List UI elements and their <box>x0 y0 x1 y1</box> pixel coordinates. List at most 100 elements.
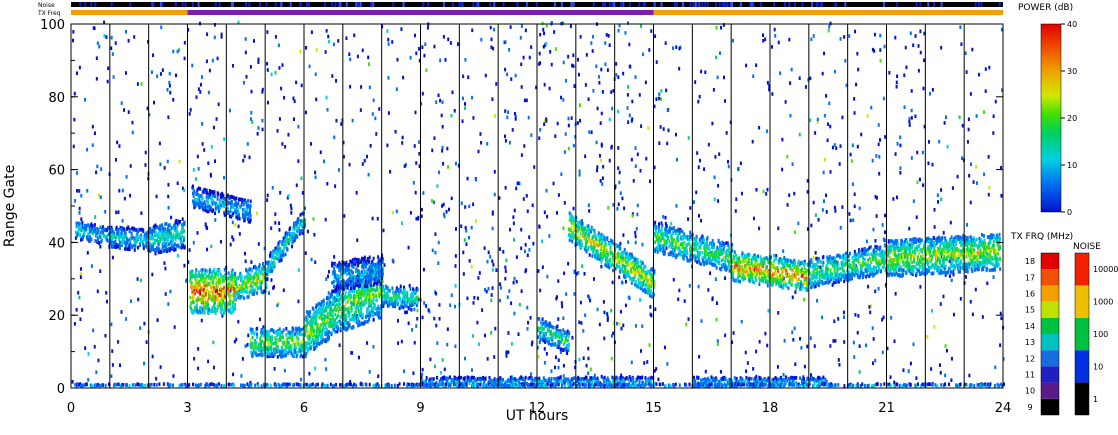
echo-cell <box>222 275 225 279</box>
echo-cell <box>916 180 919 185</box>
echo-cell <box>450 196 453 201</box>
echo-cell <box>301 211 304 216</box>
echo-cell <box>395 209 398 214</box>
echo-cell <box>205 195 208 199</box>
echo-cell <box>398 306 401 311</box>
echo-cell <box>309 322 312 327</box>
echo-cell <box>112 75 115 79</box>
echo-cell <box>922 183 925 187</box>
echo-cell <box>455 227 458 231</box>
echo-cell <box>175 232 178 236</box>
echo-cell <box>612 321 615 326</box>
echo-cell <box>76 233 79 238</box>
echo-cell <box>349 57 352 62</box>
echo-cell <box>243 154 246 159</box>
echo-cell <box>283 235 286 240</box>
echo-cell <box>538 340 541 345</box>
echo-cell <box>194 197 197 202</box>
echo-cell <box>166 238 169 242</box>
noise-speckle-cell <box>280 2 283 7</box>
echo-cell <box>296 350 299 355</box>
echo-cell <box>148 241 151 245</box>
echo-cell <box>414 291 417 295</box>
echo-cell <box>232 305 235 310</box>
echo-cell <box>260 349 263 353</box>
echo-cell <box>347 308 350 313</box>
echo-cell <box>312 320 315 324</box>
echo-cell <box>149 248 152 252</box>
echo-cell <box>182 235 185 240</box>
echo-cell <box>376 265 379 270</box>
echo-cell <box>164 245 167 250</box>
echo-cell <box>211 306 214 310</box>
echo-cell <box>839 37 842 41</box>
echo-cell <box>196 231 199 235</box>
echo-cell <box>949 220 952 225</box>
echo-cell <box>871 326 874 330</box>
echo-cell <box>421 372 424 377</box>
echo-cell <box>610 308 613 313</box>
echo-cell <box>218 270 221 274</box>
echo-cell <box>700 319 703 323</box>
echo-cell <box>622 323 625 328</box>
echo-cell <box>347 265 350 270</box>
echo-cell <box>604 41 607 45</box>
echo-cell <box>76 221 79 226</box>
echo-cell <box>257 57 260 62</box>
noise-speckle-cell <box>307 2 310 7</box>
echo-cell <box>258 347 261 352</box>
echo-cell <box>202 201 205 205</box>
echo-cell <box>967 127 970 132</box>
echo-cell <box>231 268 234 273</box>
echo-cell <box>84 346 87 350</box>
echo-cell <box>374 280 377 285</box>
echo-cell <box>914 34 917 38</box>
echo-cell <box>326 181 329 186</box>
echo-cell <box>462 250 465 255</box>
echo-cell <box>879 48 882 52</box>
echo-cell <box>587 346 590 351</box>
echo-cell <box>357 258 360 262</box>
echo-cell <box>290 206 293 211</box>
echo-cell <box>531 203 534 208</box>
echo-cell <box>311 327 314 331</box>
echo-cell <box>227 271 230 276</box>
echo-cell <box>572 232 575 237</box>
echo-cell <box>321 308 324 312</box>
echo-cell <box>243 251 246 256</box>
echo-cell <box>235 282 238 287</box>
echo-cell <box>562 374 565 378</box>
echo-cell <box>286 232 289 236</box>
echo-cell <box>371 276 374 280</box>
echo-cell <box>333 284 336 289</box>
echo-cell <box>146 240 149 245</box>
echo-cell <box>190 281 193 285</box>
echo-cell <box>342 261 345 265</box>
echo-cell <box>873 49 876 53</box>
echo-cell <box>504 269 507 273</box>
echo-cell <box>387 301 390 305</box>
echo-cell <box>305 351 308 356</box>
echo-cell <box>675 157 678 162</box>
echo-cell <box>202 190 205 195</box>
echo-cell <box>234 307 237 311</box>
echo-cell <box>493 192 496 197</box>
echo-cell <box>715 55 718 60</box>
echo-cell <box>894 291 897 296</box>
echo-cell <box>107 232 110 237</box>
echo-cell <box>839 144 842 148</box>
echo-cell <box>204 306 207 311</box>
echo-cell <box>334 299 337 303</box>
echo-cell <box>969 162 972 167</box>
echo-cell <box>984 67 987 71</box>
echo-cell <box>304 324 307 329</box>
echo-cell <box>948 274 951 278</box>
echo-cell <box>409 210 412 215</box>
echo-cell <box>579 228 582 232</box>
echo-cell <box>86 147 89 152</box>
echo-cell <box>327 333 330 337</box>
echo-cell <box>207 290 210 294</box>
echo-cell <box>310 332 313 336</box>
echo-cell <box>266 61 269 66</box>
echo-cell <box>620 280 623 285</box>
